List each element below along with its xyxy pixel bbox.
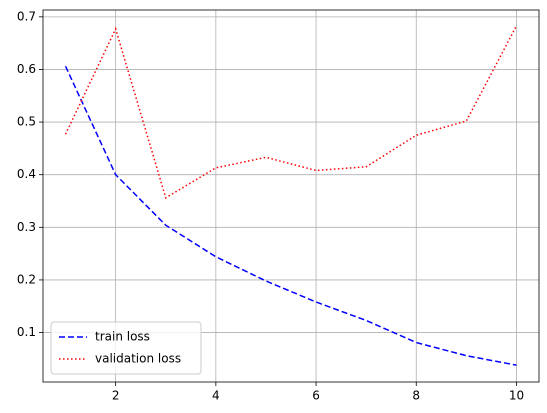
legend-label: train loss [95,330,150,344]
x-tick-label: 2 [112,389,120,403]
y-tick-label: 0.6 [17,62,36,76]
legend-label: validation loss [95,352,181,366]
x-tick-label: 6 [312,389,320,403]
line [64,65,517,366]
legend: train loss validation loss [50,321,202,375]
legend-box [50,321,202,375]
y-tick-label: 0.5 [17,115,36,129]
y-tick-label: 0.1 [17,325,36,339]
x-tick-label: 8 [412,389,420,403]
y-tick-label: 0.4 [17,167,36,181]
x-tick-label: 4 [212,389,220,403]
x-tick-label: 10 [509,389,524,403]
y-tick-label: 0.2 [17,272,36,286]
line [64,25,518,199]
plot-frame [42,9,540,383]
y-tick-label: 0.3 [17,220,36,234]
y-tick-label: 0.7 [17,9,36,23]
